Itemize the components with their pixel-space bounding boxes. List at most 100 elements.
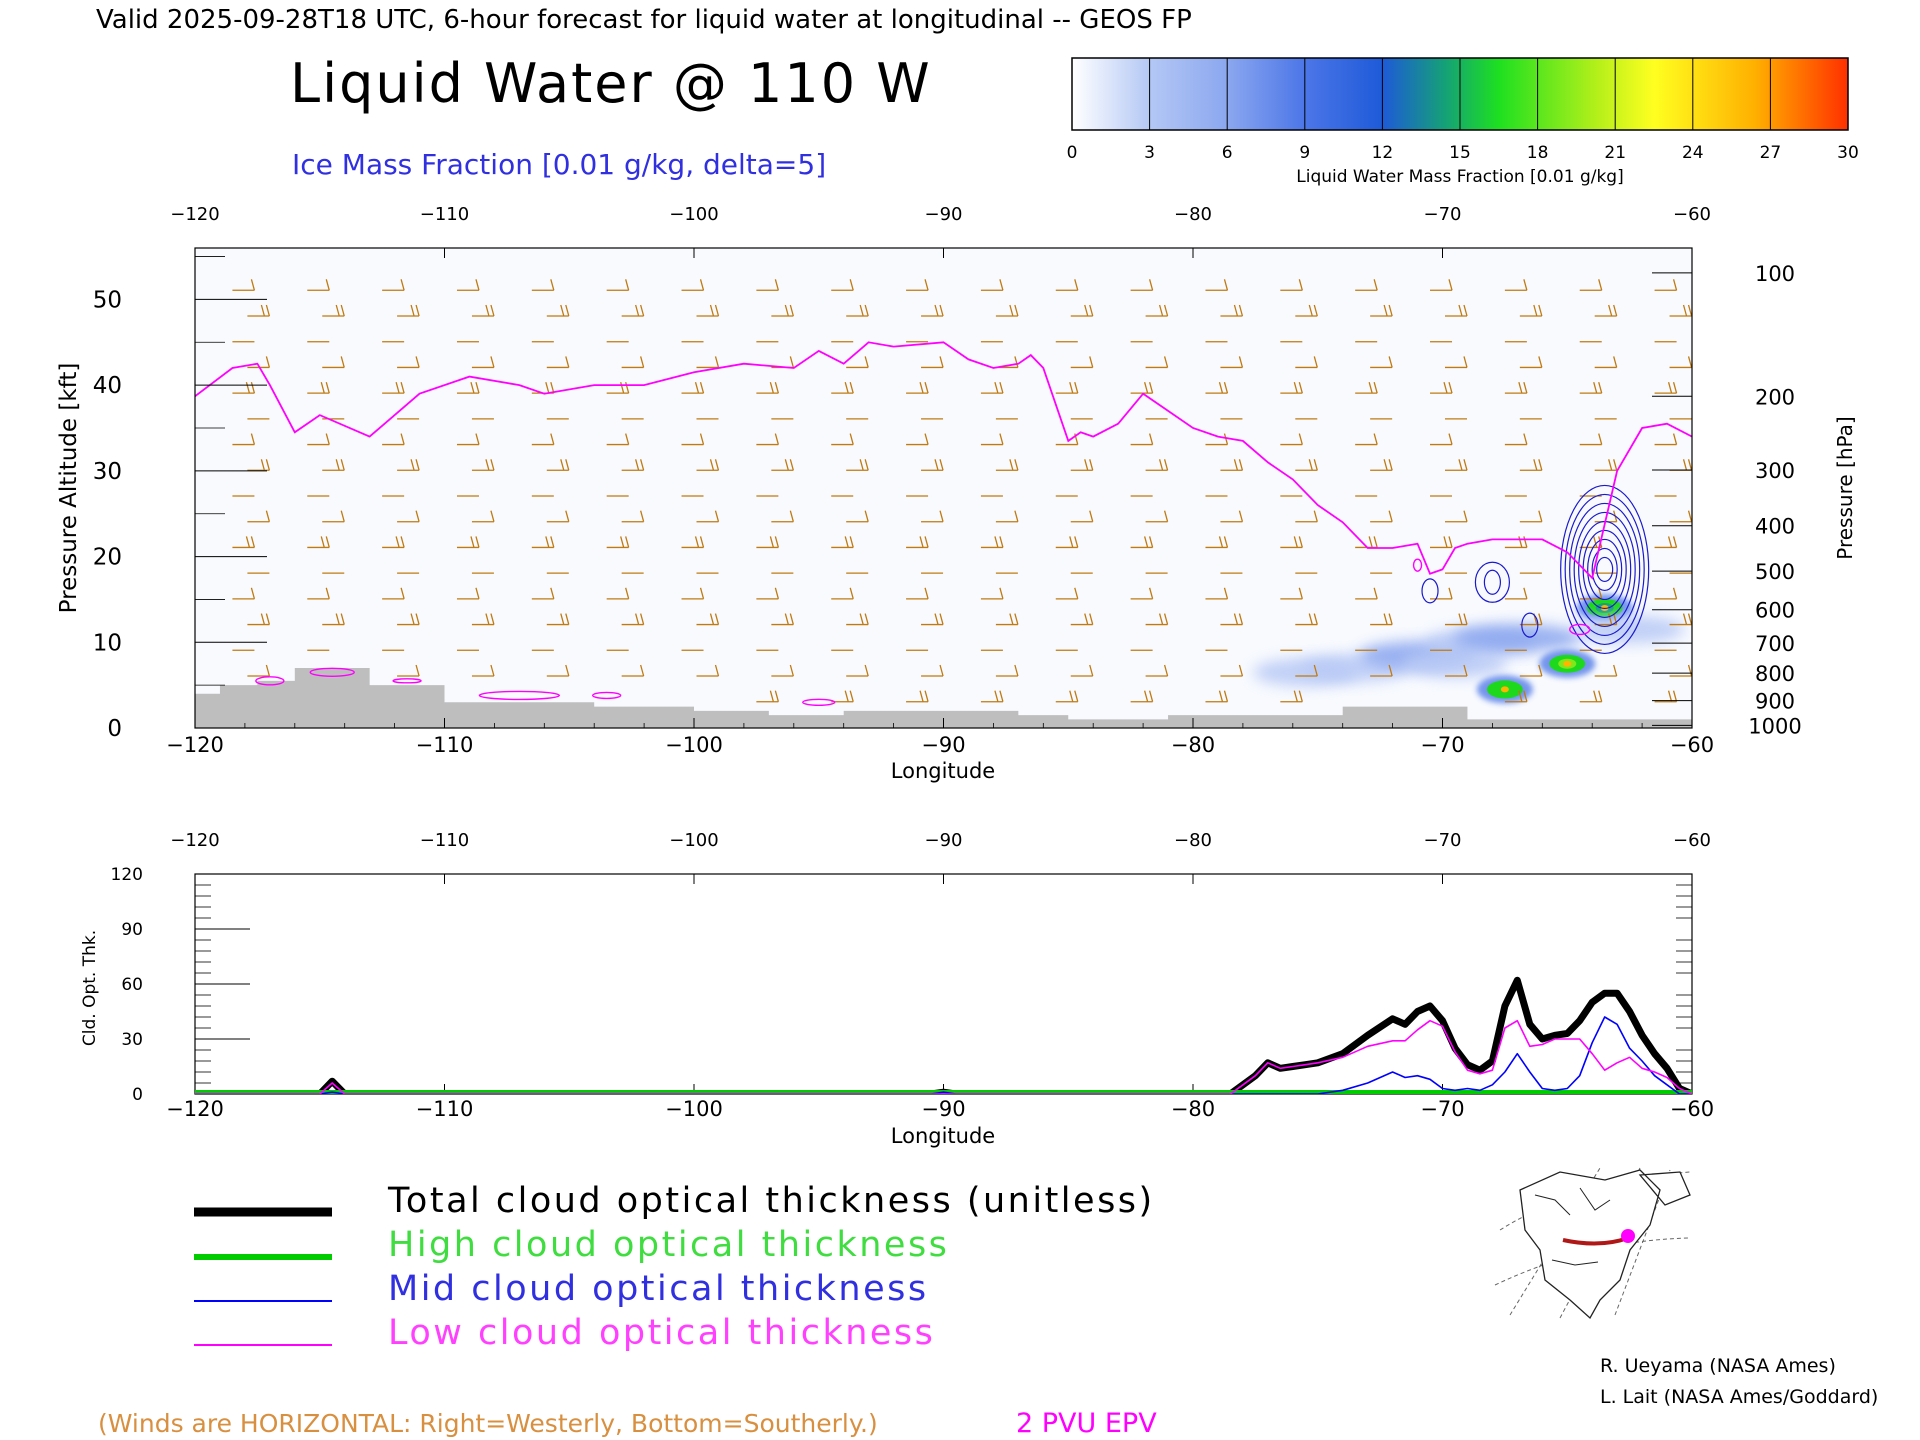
x-tick-label: −70 bbox=[1420, 1097, 1464, 1121]
wind-barb bbox=[382, 381, 405, 394]
wind-barb bbox=[1055, 690, 1079, 703]
wind-barb bbox=[980, 433, 1004, 446]
colorbar-tick-label: 12 bbox=[1372, 143, 1394, 163]
wind-barb bbox=[696, 304, 720, 317]
wind-barb bbox=[1654, 587, 1678, 600]
wind-barb bbox=[1205, 279, 1229, 291]
wind-barb bbox=[756, 690, 780, 703]
mid-cloud-line bbox=[195, 1016, 1692, 1094]
x-tick-label: −60 bbox=[1670, 1097, 1714, 1121]
pressure-tick-label: 600 bbox=[1755, 599, 1795, 623]
wind-barb bbox=[1130, 587, 1154, 600]
wind-barb bbox=[756, 381, 780, 394]
wind-barb bbox=[1070, 664, 1094, 677]
y-tick-label: 50 bbox=[93, 287, 122, 313]
wind-barb bbox=[921, 613, 944, 626]
wind-barb bbox=[846, 664, 869, 677]
wind-barb bbox=[1055, 536, 1079, 549]
wind-barb bbox=[1295, 459, 1318, 471]
wind-barb bbox=[247, 459, 271, 471]
wind-barb bbox=[980, 279, 1004, 291]
wind-barb bbox=[1504, 279, 1528, 291]
y-tick-label: 90 bbox=[121, 920, 143, 940]
wind-barb bbox=[456, 433, 480, 446]
wind-barb bbox=[1355, 433, 1378, 446]
wind-barb bbox=[1519, 664, 1543, 677]
terrain bbox=[195, 668, 1692, 728]
wind-barb bbox=[322, 356, 345, 369]
wind-barb bbox=[1130, 433, 1154, 446]
wind-barb bbox=[1280, 433, 1303, 446]
optical-thickness-lines bbox=[195, 976, 1692, 1094]
x-tick-label-top: −110 bbox=[420, 204, 469, 225]
wind-barb bbox=[621, 459, 645, 471]
wind-barbs bbox=[232, 279, 1692, 703]
wind-barb bbox=[906, 433, 929, 446]
colorbar: 0 3 6 9 12 15 18 21 24 27 30 Liquid Water Mass Fra… bbox=[1067, 57, 1859, 187]
wind-barb bbox=[906, 381, 929, 394]
wind-barb bbox=[1504, 433, 1528, 446]
wind-barb bbox=[921, 510, 944, 523]
low-cloud-line bbox=[195, 1019, 1692, 1094]
wind-barb bbox=[906, 587, 929, 600]
wind-barb bbox=[1654, 279, 1678, 291]
wind-barb bbox=[980, 536, 1004, 549]
wind-barb bbox=[531, 536, 555, 549]
ice-contour bbox=[1573, 511, 1636, 628]
bottom-axes: −120 −120 −110 −110 −100 −100 −90 −90 −80 −80 −70 −… bbox=[111, 830, 1715, 1121]
wind-barb bbox=[696, 664, 720, 677]
bottom-xlabel: Longitude bbox=[891, 1124, 995, 1148]
x-tick-label: −100 bbox=[665, 1097, 723, 1121]
wind-barb bbox=[232, 536, 256, 549]
wind-barb bbox=[397, 459, 420, 471]
wind-barb bbox=[397, 613, 420, 626]
wind-barb bbox=[1444, 664, 1468, 677]
wind-barb bbox=[1370, 613, 1393, 626]
wind-barb bbox=[1280, 381, 1303, 394]
wind-barb bbox=[1130, 536, 1154, 549]
wind-barb bbox=[307, 536, 330, 549]
epv-contour bbox=[591, 691, 622, 700]
top-y2label: Pressure [hPa] bbox=[1833, 416, 1857, 559]
wind-barb bbox=[681, 381, 705, 394]
wind-barb bbox=[995, 304, 1019, 317]
wind-barb bbox=[831, 433, 854, 446]
pressure-tick-label: 1000 bbox=[1748, 714, 1801, 738]
wind-barb bbox=[531, 433, 555, 446]
pressure-tick-label: 100 bbox=[1755, 262, 1795, 286]
wind-barb bbox=[980, 381, 1004, 394]
wind-barb bbox=[531, 587, 555, 600]
wind-barb bbox=[471, 664, 495, 677]
pressure-tick-label: 200 bbox=[1755, 385, 1795, 409]
wind-barb bbox=[1145, 510, 1169, 523]
wind-barb bbox=[1430, 279, 1453, 291]
ice-contour bbox=[1591, 547, 1618, 592]
x-tick-label-top: −70 bbox=[1424, 830, 1462, 851]
wind-barb bbox=[606, 587, 630, 600]
x-tick-label-top: −60 bbox=[1673, 830, 1711, 851]
ice-contour bbox=[1564, 493, 1645, 646]
colorbar-tick-label: 6 bbox=[1222, 143, 1233, 163]
colorbar-tick-label: 15 bbox=[1449, 143, 1471, 163]
wind-barb bbox=[471, 356, 495, 369]
optical-thickness-panel: −120 −120 −110 −110 −100 −100 −90 −90 −80 −80 −70 −… bbox=[80, 830, 1714, 1148]
wind-barb bbox=[756, 433, 780, 446]
wind-barb bbox=[1295, 510, 1318, 523]
wind-barb bbox=[1579, 381, 1603, 394]
wind-barb bbox=[1444, 510, 1468, 523]
wind-barb bbox=[1504, 690, 1528, 703]
epv-contour bbox=[478, 690, 561, 701]
wind-barb bbox=[1070, 459, 1094, 471]
wind-barb bbox=[1370, 304, 1393, 317]
wind-barb bbox=[471, 304, 495, 317]
wind-barb bbox=[1205, 690, 1229, 703]
x-tick-label-top: −110 bbox=[420, 830, 469, 851]
wind-barb bbox=[980, 587, 1004, 600]
wind-barb bbox=[247, 613, 271, 626]
y-tick-label: 30 bbox=[93, 459, 122, 485]
map-marker bbox=[1621, 1229, 1635, 1243]
wind-barb bbox=[771, 664, 794, 677]
liquid-water-field bbox=[1253, 594, 1685, 704]
legend-total: Total cloud optical thickness (unitless) bbox=[387, 1181, 1155, 1221]
